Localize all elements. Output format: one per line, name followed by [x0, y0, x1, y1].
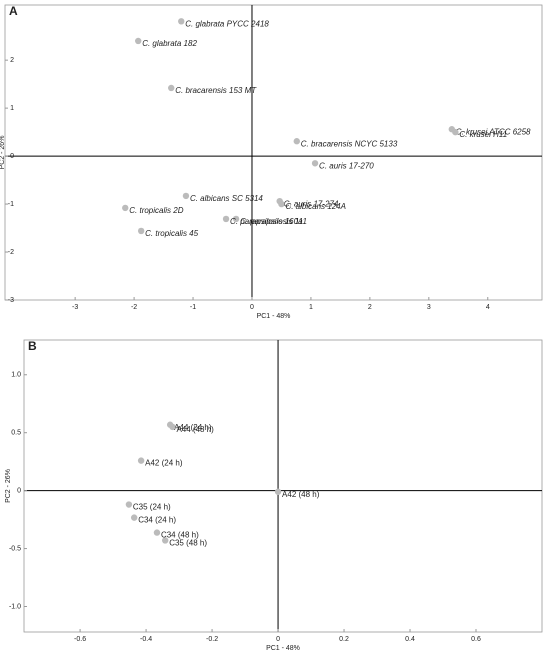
point-label: A42 (48 h) [282, 490, 320, 499]
point-label: C. glabrata PYCC 2418 [185, 19, 269, 28]
point-label: A44 (24 h) [174, 423, 212, 432]
data-point [278, 200, 285, 208]
y-tick-label: 0.5 [11, 430, 21, 437]
plot-frame [4, 4, 543, 301]
data-point [137, 457, 145, 464]
x-tick-label: -0.6 [74, 636, 86, 643]
data-point [130, 514, 138, 521]
x-tick-label: 4 [486, 304, 490, 311]
data-point [169, 423, 176, 431]
y-tick-label: -2 [8, 249, 14, 256]
y-axis-label: PC2 - 26% [5, 469, 12, 503]
x-tick-label: 0 [276, 636, 280, 643]
data-point [153, 529, 161, 536]
point-label: A42 (24 h) [145, 459, 183, 468]
data-point [137, 227, 145, 235]
x-tick-label: -1 [190, 304, 196, 311]
y-tick-label: -1 [8, 201, 14, 208]
point-label: C. tropicalis 45 [145, 229, 198, 238]
x-tick-label: 0.2 [339, 636, 349, 643]
data-point [178, 18, 185, 25]
point-label: C35 (24 h) [133, 503, 171, 512]
data-point [168, 84, 175, 92]
x-axis-label: PC1 - 48% [266, 645, 300, 651]
x-tick-label: -0.2 [206, 636, 218, 643]
data-point [452, 128, 459, 136]
point-label: C. glabrata 182 [142, 39, 197, 48]
x-tick-label: 1 [309, 304, 313, 311]
point-label: C34 (24 h) [138, 516, 176, 525]
data-point [274, 488, 282, 495]
point-label: C. krusei ATCC 6258 [456, 127, 531, 136]
plot-frame [23, 339, 543, 633]
data-point [232, 215, 240, 223]
x-tick-label: -2 [131, 304, 137, 311]
point-label: C. tropicalis 2D [129, 206, 183, 215]
point-label: C34 (48 h) [161, 531, 199, 540]
data-point [125, 501, 133, 508]
y-tick-label: 1.0 [11, 372, 21, 379]
data-point [162, 537, 169, 544]
data-point [182, 192, 190, 200]
x-tick-label: 0.6 [471, 636, 481, 643]
data-point [122, 204, 129, 212]
point-label: C. albicans SC 5314 [190, 194, 263, 203]
point-label: C. bracarensis NCYC 5133 [301, 139, 398, 148]
point-label: C. parapsilosis 111 [240, 217, 307, 226]
point-label: C. auris 17-274 [284, 199, 339, 208]
point-label: C. albicans 124A [285, 202, 345, 211]
x-tick-label: 0 [250, 304, 254, 311]
data-point [135, 37, 142, 45]
panel-label: A [9, 4, 18, 18]
x-tick-label: 3 [427, 304, 431, 311]
y-tick-label: -1.0 [9, 603, 21, 610]
y-tick-label: -0.5 [9, 545, 21, 552]
x-tick-label: 0.4 [405, 636, 415, 643]
panel-label: B [28, 339, 37, 353]
x-axis-label: PC1 - 48% [257, 313, 291, 320]
data-point [311, 160, 319, 167]
point-label: C35 (48 h) [169, 539, 207, 548]
y-tick-label: 0 [17, 487, 21, 494]
y-tick-label: 2 [10, 57, 14, 64]
x-tick-label: -0.4 [140, 636, 152, 643]
point-label: C. parapsilosis 160a [230, 217, 303, 226]
data-point [222, 215, 230, 223]
point-label: C. auris 17-270 [319, 161, 374, 170]
y-tick-label: 0 [10, 153, 14, 160]
y-tick-label: 1 [10, 105, 14, 112]
point-label: C. krusei H11 [459, 130, 507, 139]
y-tick-label: -3 [8, 297, 14, 304]
data-point [293, 138, 300, 145]
x-tick-label: 2 [368, 304, 372, 311]
point-label: C. bracarensis 153 MT [175, 86, 257, 95]
point-label: A44 (48 h) [176, 425, 214, 434]
x-tick-label: -3 [72, 304, 78, 311]
y-axis-label: PC2 - 26% [0, 136, 6, 170]
